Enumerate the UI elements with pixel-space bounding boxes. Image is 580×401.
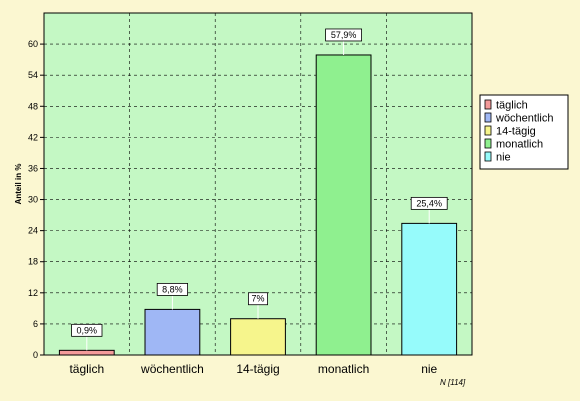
data-label-box bbox=[247, 292, 268, 306]
legend-label: nie bbox=[496, 152, 511, 164]
y-tick-label: 24 bbox=[28, 226, 38, 236]
data-label: 7% bbox=[251, 294, 264, 304]
category-label: 14-tägig bbox=[236, 362, 279, 376]
legend-swatch bbox=[484, 99, 492, 110]
y-tick-label: 60 bbox=[28, 39, 38, 49]
legend-label: wöchentlich bbox=[495, 113, 553, 125]
legend-label: täglich bbox=[496, 100, 528, 112]
x-axis-categories: täglich wöchentlich 14-tägig monatlich nie bbox=[69, 362, 437, 376]
category-label: wöchentlich bbox=[140, 362, 204, 376]
legend-label: 14-tägig bbox=[496, 126, 536, 138]
legend-box bbox=[479, 94, 569, 170]
data-label-box bbox=[156, 282, 188, 296]
grid-lines bbox=[44, 13, 472, 355]
bars bbox=[58, 54, 458, 356]
data-label: 0,9% bbox=[77, 325, 98, 335]
y-tick-label: 12 bbox=[28, 288, 38, 298]
y-tick-label: 0 bbox=[33, 350, 38, 360]
bar-2 bbox=[230, 318, 286, 356]
y-tick-label: 48 bbox=[28, 101, 38, 111]
data-label-box bbox=[325, 28, 363, 42]
y-axis-ticks: 0 6 12 18 24 30 36 42 48 54 60 bbox=[28, 39, 44, 360]
data-labels: 0,9% 8,8% 7% 57,9% 25,4% bbox=[71, 28, 448, 351]
y-tick-label: 54 bbox=[28, 70, 38, 80]
data-label-box bbox=[410, 196, 448, 210]
legend-swatch bbox=[484, 125, 492, 136]
bar-0 bbox=[58, 349, 115, 356]
bar-3 bbox=[315, 54, 372, 356]
y-tick-label: 6 bbox=[33, 319, 38, 329]
data-label: 57,9% bbox=[331, 30, 357, 40]
bar-4 bbox=[401, 222, 458, 356]
category-label: nie bbox=[421, 362, 437, 376]
category-label: monatlich bbox=[318, 362, 369, 376]
y-tick-label: 36 bbox=[28, 163, 38, 173]
sample-size-note: N [114] bbox=[440, 378, 466, 387]
y-axis-label: Anteil in % bbox=[14, 164, 23, 205]
category-label: täglich bbox=[69, 362, 104, 376]
y-tick-label: 18 bbox=[28, 257, 38, 267]
legend-swatch bbox=[484, 138, 492, 149]
legend-swatch bbox=[484, 151, 492, 162]
y-tick-label: 42 bbox=[28, 132, 38, 142]
data-label: 25,4% bbox=[416, 198, 442, 208]
y-tick-label: 30 bbox=[28, 195, 38, 205]
data-label-box bbox=[71, 323, 103, 337]
data-label: 8,8% bbox=[162, 284, 183, 294]
legend-swatch bbox=[484, 112, 492, 123]
legend-label: monatlich bbox=[496, 139, 543, 151]
bar-1 bbox=[144, 308, 201, 356]
